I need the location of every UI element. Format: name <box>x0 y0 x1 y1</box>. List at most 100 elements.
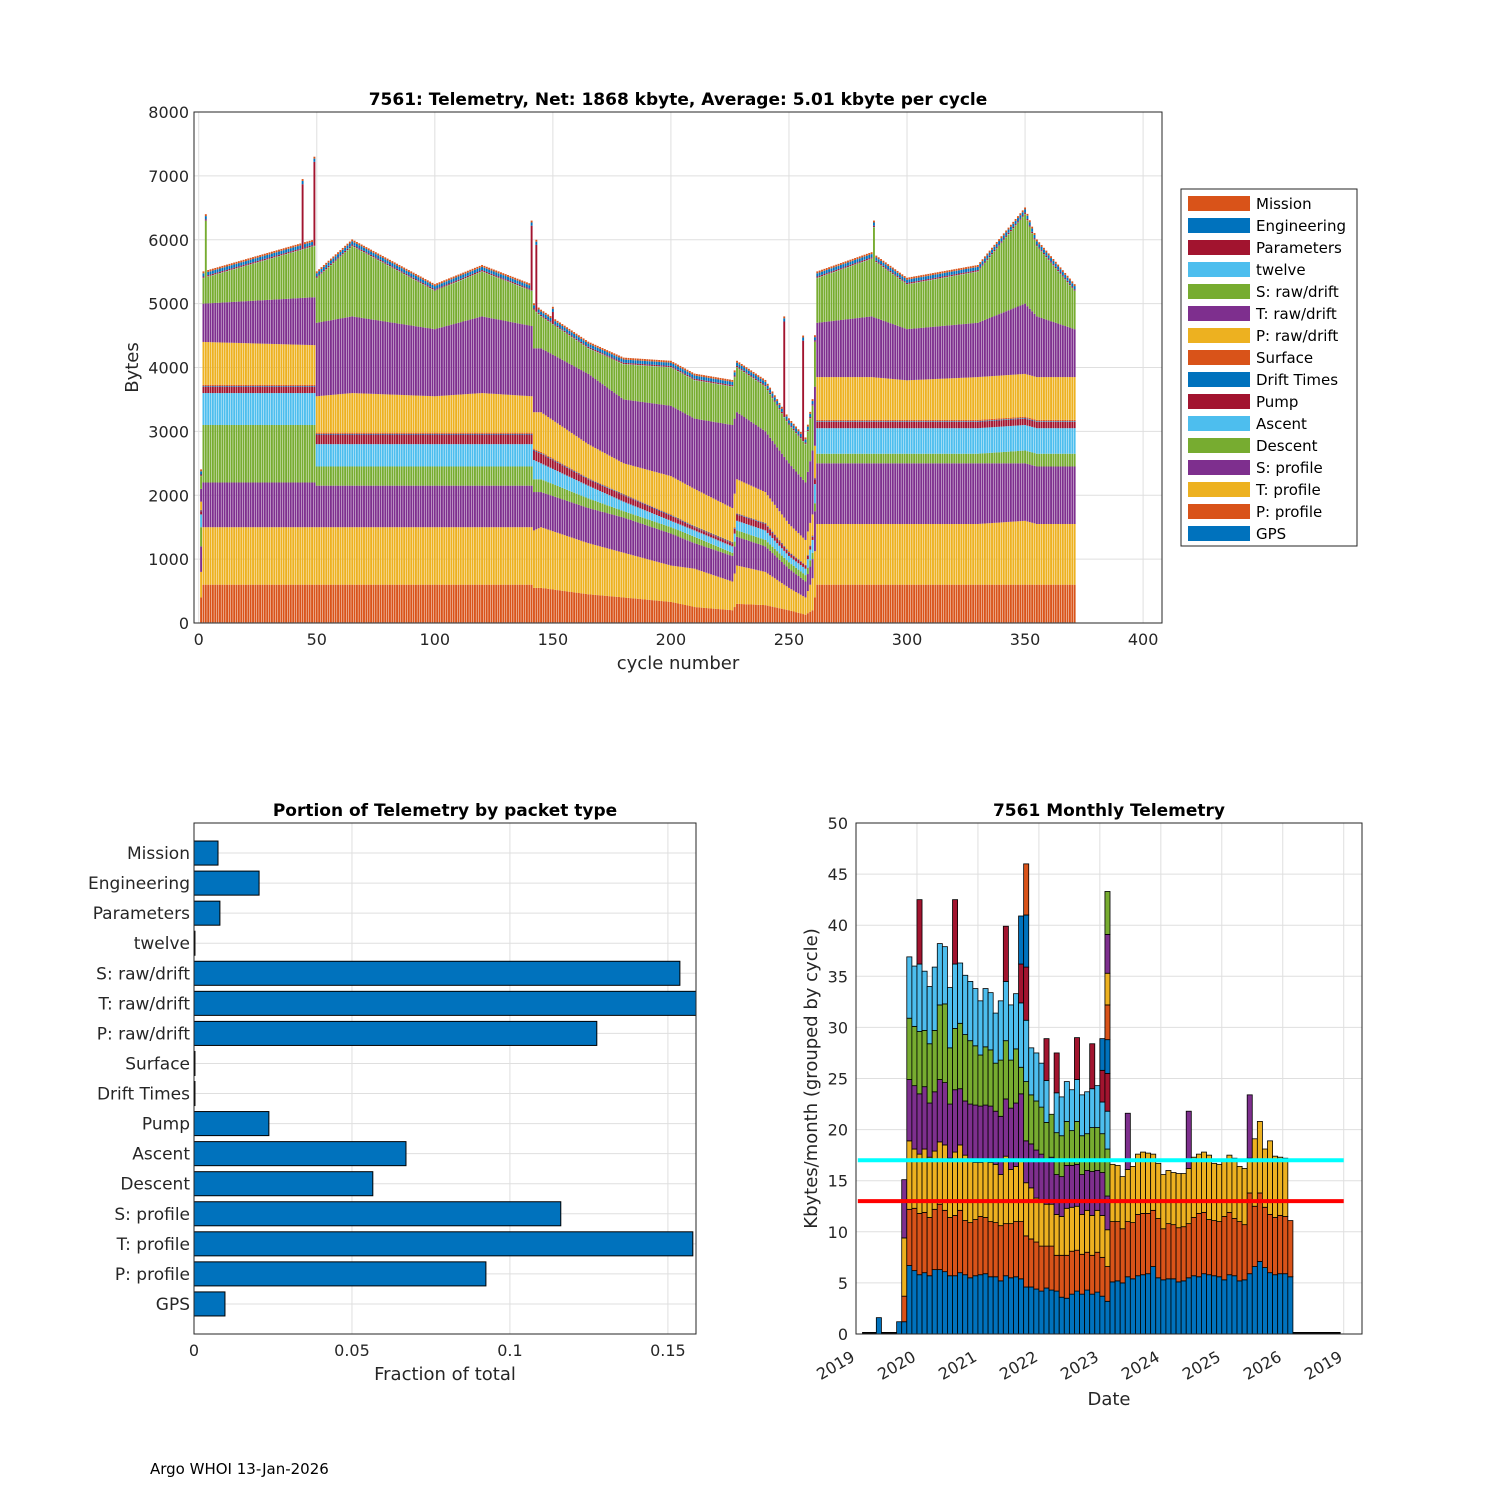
bar-segment <box>570 335 573 337</box>
bar-segment <box>806 429 809 432</box>
bar-segment <box>485 527 488 585</box>
cycle-bar <box>804 437 807 623</box>
bar-segment <box>221 424 224 483</box>
bar-segment <box>308 386 311 387</box>
bar-segment <box>837 270 840 321</box>
bar-segment <box>563 474 566 489</box>
bar-segment <box>710 534 712 538</box>
bar-segment <box>469 271 472 275</box>
cycle-bar <box>200 469 203 623</box>
bar-segment <box>304 247 306 249</box>
bar-segment <box>320 444 323 467</box>
bar-segment <box>856 257 859 260</box>
bar-segment <box>849 259 852 262</box>
bar-segment <box>823 321 826 378</box>
bar-segment <box>294 527 297 585</box>
bar-segment <box>695 569 698 608</box>
bar-segment <box>747 368 750 371</box>
bar-segment <box>533 450 535 461</box>
bar-segment <box>863 453 866 464</box>
bar-segment <box>762 385 764 430</box>
cycle-bar <box>636 358 639 623</box>
bar-segment <box>292 393 295 425</box>
bar-segment <box>525 287 528 289</box>
bar-segment <box>754 378 757 380</box>
bar-segment <box>353 584 356 623</box>
bar-segment <box>511 434 514 445</box>
cycle-bar <box>721 378 724 623</box>
bar-segment <box>788 463 790 524</box>
bar-segment <box>445 527 448 585</box>
bar-segment <box>613 355 616 359</box>
bar-segment <box>754 536 757 544</box>
bar-segment <box>573 471 576 479</box>
bar-segment <box>464 271 467 274</box>
bar-segment <box>792 565 795 573</box>
bar-segment <box>211 270 214 274</box>
bar-segment <box>561 325 564 330</box>
bar-segment <box>641 468 644 503</box>
bar-segment <box>521 527 524 585</box>
bar-segment <box>757 375 760 378</box>
bar-segment <box>570 502 573 538</box>
bar-segment <box>660 362 663 366</box>
bar-segment <box>540 479 543 493</box>
bar-segment <box>393 485 396 528</box>
bar-segment <box>788 424 790 464</box>
bar-segment <box>405 485 408 528</box>
cycle-bar <box>884 262 887 623</box>
bar-segment <box>863 421 866 422</box>
bar-segment <box>762 571 764 606</box>
bar-segment <box>358 584 361 623</box>
cycle-bar <box>523 281 526 623</box>
bar-segment <box>752 371 755 374</box>
bar-segment <box>728 379 731 382</box>
cycle-bar <box>244 259 247 623</box>
bar-segment <box>315 278 318 323</box>
bar-segment <box>606 487 609 488</box>
bar-segment <box>721 548 724 553</box>
bar-segment <box>738 513 741 515</box>
bar-segment <box>778 539 781 541</box>
bar-segment <box>315 273 318 277</box>
bar-segment <box>299 250 302 299</box>
bar-segment <box>325 466 328 486</box>
bar-segment <box>875 584 878 623</box>
bar-segment <box>204 219 207 221</box>
bar-segment <box>717 551 720 577</box>
bar-segment <box>870 258 873 317</box>
bar-segment <box>641 401 644 469</box>
bar-segment <box>339 251 342 256</box>
bar-segment <box>665 360 668 363</box>
bar-segment <box>726 579 729 610</box>
bar-segment <box>363 527 365 585</box>
bar-segment <box>863 254 866 257</box>
bar-segment <box>299 584 302 623</box>
bar-segment <box>877 318 880 378</box>
bar-segment <box>559 590 561 623</box>
bar-segment <box>261 386 264 387</box>
bar-segment <box>610 488 613 490</box>
cycle-bar <box>764 379 767 623</box>
bar-segment <box>780 514 783 543</box>
bar-segment <box>750 370 753 373</box>
bar-segment <box>669 515 672 516</box>
bar-segment <box>370 434 373 445</box>
bar-segment <box>377 253 380 256</box>
bar-segment <box>355 485 358 528</box>
cycle-bar <box>393 262 396 623</box>
bar-segment <box>877 463 880 524</box>
bar-segment <box>695 528 698 532</box>
bar-segment <box>870 419 873 422</box>
bar-segment <box>559 322 561 325</box>
bar-segment <box>282 253 285 255</box>
bar-segment <box>209 584 212 623</box>
bar-segment <box>294 344 297 385</box>
bar-segment <box>648 470 651 506</box>
bar-segment <box>594 351 597 379</box>
bar-segment <box>207 276 210 304</box>
bar-segment <box>221 267 224 272</box>
bar-segment <box>466 394 469 433</box>
bar-segment <box>712 608 715 623</box>
bar-segment <box>393 322 396 395</box>
